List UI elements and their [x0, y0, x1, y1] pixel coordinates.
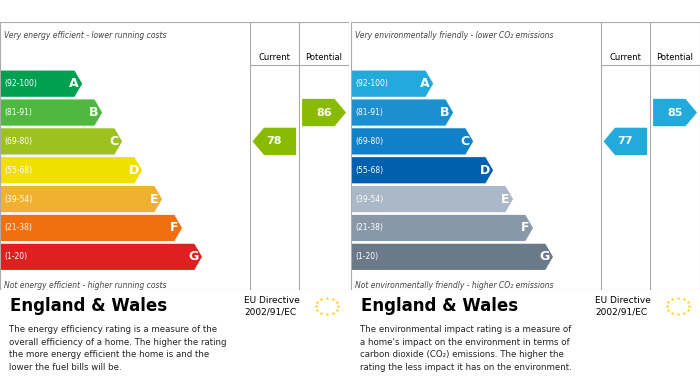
Text: The energy efficiency rating is a measure of the
overall efficiency of a home. T: The energy efficiency rating is a measur… [8, 325, 226, 372]
Text: A: A [69, 77, 79, 90]
Polygon shape [0, 70, 83, 97]
Text: 86: 86 [316, 108, 332, 118]
Text: Not environmentally friendly - higher CO₂ emissions: Not environmentally friendly - higher CO… [355, 280, 554, 289]
Text: 77: 77 [617, 136, 633, 146]
Polygon shape [603, 128, 647, 155]
Text: Potential: Potential [657, 52, 694, 61]
Text: G: G [188, 250, 199, 263]
Polygon shape [0, 185, 162, 213]
Text: (1-20): (1-20) [4, 252, 27, 261]
Polygon shape [302, 99, 346, 126]
Text: C: C [110, 135, 119, 148]
Text: England & Wales: England & Wales [361, 297, 519, 315]
Text: EU Directive
2002/91/EC: EU Directive 2002/91/EC [244, 296, 300, 316]
Text: B: B [90, 106, 99, 119]
Text: Very environmentally friendly - lower CO₂ emissions: Very environmentally friendly - lower CO… [355, 30, 554, 39]
Text: B: B [440, 106, 450, 119]
Text: F: F [522, 221, 530, 235]
Text: E: E [501, 193, 510, 206]
Text: (92-100): (92-100) [4, 79, 37, 88]
Polygon shape [0, 99, 103, 126]
Text: (55-68): (55-68) [4, 166, 32, 175]
Polygon shape [653, 99, 697, 126]
Polygon shape [351, 128, 474, 155]
Text: Very energy efficient - lower running costs: Very energy efficient - lower running co… [4, 30, 167, 39]
Polygon shape [351, 70, 434, 97]
Polygon shape [351, 156, 494, 184]
Text: E: E [150, 193, 159, 206]
Text: (81-91): (81-91) [355, 108, 383, 117]
Text: Not energy efficient - higher running costs: Not energy efficient - higher running co… [4, 280, 167, 289]
Polygon shape [351, 243, 554, 271]
Text: C: C [461, 135, 470, 148]
Text: Energy Efficiency Rating: Energy Efficiency Rating [8, 5, 181, 18]
Text: A: A [420, 77, 430, 90]
Polygon shape [253, 128, 296, 155]
Text: G: G [540, 250, 550, 263]
Text: Potential: Potential [305, 52, 342, 61]
Text: (39-54): (39-54) [355, 195, 384, 204]
Text: EU Directive
2002/91/EC: EU Directive 2002/91/EC [595, 296, 651, 316]
Text: D: D [480, 164, 490, 177]
Text: D: D [129, 164, 139, 177]
Text: (92-100): (92-100) [355, 79, 388, 88]
Text: 78: 78 [267, 136, 282, 146]
Text: (69-80): (69-80) [4, 137, 32, 146]
Text: Environmental Impact (CO₂) Rating: Environmental Impact (CO₂) Rating [360, 5, 606, 18]
Polygon shape [0, 243, 202, 271]
Text: The environmental impact rating is a measure of
a home's impact on the environme: The environmental impact rating is a mea… [360, 325, 571, 372]
Polygon shape [351, 99, 454, 126]
Text: Current: Current [258, 52, 290, 61]
Text: (21-38): (21-38) [4, 224, 32, 233]
Polygon shape [351, 214, 533, 242]
Text: (81-91): (81-91) [4, 108, 32, 117]
Text: (39-54): (39-54) [4, 195, 32, 204]
Polygon shape [351, 185, 514, 213]
Text: (1-20): (1-20) [355, 252, 378, 261]
Polygon shape [0, 214, 183, 242]
Polygon shape [0, 156, 143, 184]
Polygon shape [0, 128, 122, 155]
Text: (69-80): (69-80) [355, 137, 383, 146]
Text: 85: 85 [667, 108, 682, 118]
Text: F: F [170, 221, 178, 235]
Text: (55-68): (55-68) [355, 166, 383, 175]
Text: England & Wales: England & Wales [10, 297, 167, 315]
Text: Current: Current [610, 52, 641, 61]
Text: (21-38): (21-38) [355, 224, 383, 233]
